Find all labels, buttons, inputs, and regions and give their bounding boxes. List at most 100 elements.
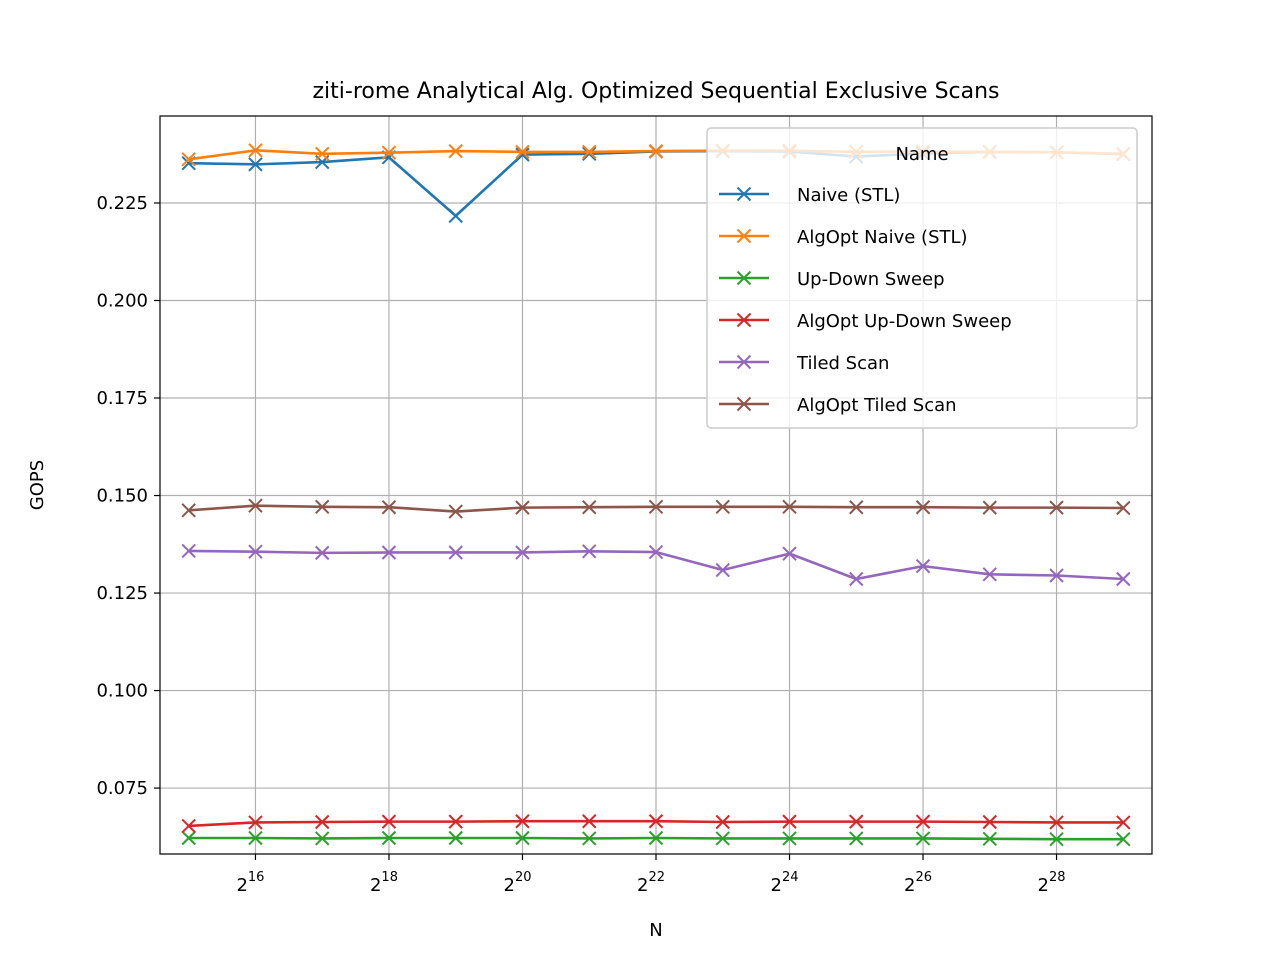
data-point xyxy=(381,830,397,846)
y-tick-label: 0.100 xyxy=(96,681,148,702)
data-point xyxy=(782,546,797,561)
data-point xyxy=(982,567,997,582)
data-point xyxy=(448,545,463,560)
data-point xyxy=(181,152,196,167)
legend-label: Tiled Scan xyxy=(796,353,889,374)
data-point xyxy=(515,830,530,846)
data-point xyxy=(448,504,463,519)
data-point xyxy=(381,814,397,829)
data-point xyxy=(448,814,463,829)
series-tiled-scan xyxy=(181,543,1131,587)
data-point xyxy=(1049,831,1064,847)
data-point xyxy=(248,143,263,158)
chart-title: ziti-rome Analytical Alg. Optimized Sequ… xyxy=(312,79,999,104)
data-point xyxy=(915,831,931,846)
data-point xyxy=(515,500,530,515)
legend-item: AlgOpt Up-Down Sweep xyxy=(719,311,1012,332)
legend-marker xyxy=(736,270,752,286)
data-point xyxy=(515,814,530,829)
data-point xyxy=(315,831,330,846)
legend-title: Name xyxy=(895,144,948,165)
legend-marker xyxy=(736,186,752,202)
data-point xyxy=(849,814,864,829)
data-point xyxy=(248,157,263,172)
legend-label: AlgOpt Tiled Scan xyxy=(797,395,957,416)
legend-label: Naive (STL) xyxy=(797,185,900,206)
data-point xyxy=(715,831,730,846)
x-tick-label: 220 xyxy=(503,870,531,896)
data-point xyxy=(448,143,463,159)
data-point xyxy=(315,545,330,561)
data-point xyxy=(982,814,997,830)
data-point xyxy=(248,830,263,846)
data-point xyxy=(715,499,730,515)
data-point xyxy=(782,831,797,846)
data-point xyxy=(515,147,530,162)
y-tick-label: 0.175 xyxy=(96,388,148,409)
data-point xyxy=(849,571,864,587)
data-point xyxy=(448,830,463,846)
legend-marker xyxy=(736,228,752,244)
data-point xyxy=(381,545,397,560)
data-point xyxy=(715,562,730,578)
data-point xyxy=(181,818,196,834)
data-point xyxy=(515,545,530,560)
data-point xyxy=(582,500,597,515)
data-point xyxy=(381,145,397,160)
series-algopt-tiled-scan xyxy=(181,498,1131,519)
x-tick-label: 224 xyxy=(771,870,799,896)
data-point xyxy=(648,143,664,159)
data-point xyxy=(915,558,931,574)
data-point xyxy=(1049,568,1064,583)
data-point xyxy=(515,144,530,160)
legend: Name Naive (STL) AlgOpt Naive (STL) Up-Down… xyxy=(706,127,1138,429)
data-point xyxy=(982,500,997,515)
data-point xyxy=(648,499,664,515)
y-tick-label: 0.075 xyxy=(96,778,148,799)
data-point xyxy=(248,544,263,559)
data-point xyxy=(181,543,196,559)
data-point xyxy=(315,499,330,515)
x-axis-label: N xyxy=(649,920,662,941)
x-tick-label: 222 xyxy=(637,870,665,896)
legend-label: AlgOpt Naive (STL) xyxy=(797,227,968,248)
data-point xyxy=(582,814,597,829)
legend-item: AlgOpt Tiled Scan xyxy=(719,395,957,416)
ticks: 216 218 220 222 224 226 228 0.075 0.100 0.125 0.15… xyxy=(96,193,1065,896)
data-point xyxy=(181,830,196,846)
y-axis-label: GOPS xyxy=(27,460,48,510)
legend-item: Up-Down Sweep xyxy=(719,269,945,290)
y-tick-label: 0.225 xyxy=(96,193,148,214)
data-point xyxy=(582,144,597,160)
data-point xyxy=(1049,815,1064,830)
legend-label: AlgOpt Up-Down Sweep xyxy=(797,311,1012,332)
data-point xyxy=(248,815,263,830)
data-point xyxy=(849,500,864,515)
series-up-down-sweep xyxy=(181,830,1131,847)
data-point xyxy=(381,500,397,515)
y-tick-label: 0.150 xyxy=(96,486,148,507)
data-point xyxy=(582,831,597,846)
legend-item: Tiled Scan xyxy=(719,353,889,374)
legend-marker xyxy=(736,354,752,370)
data-point xyxy=(582,146,597,162)
x-tick-label: 228 xyxy=(1038,870,1066,896)
data-point xyxy=(782,814,797,829)
y-tick-label: 0.200 xyxy=(96,291,148,312)
series-algopt-up-down-sweep xyxy=(181,814,1131,834)
data-point xyxy=(315,146,330,162)
legend-item: AlgOpt Naive (STL) xyxy=(719,227,968,248)
data-point xyxy=(915,814,931,829)
x-tick-label: 216 xyxy=(236,870,264,896)
legend-item: Naive (STL) xyxy=(719,185,900,206)
data-point xyxy=(982,831,997,846)
data-point xyxy=(915,500,931,515)
data-point xyxy=(782,499,797,515)
legend-box xyxy=(706,127,1138,429)
x-tick-label: 226 xyxy=(904,870,932,896)
y-tick-label: 0.125 xyxy=(96,583,148,604)
data-point xyxy=(1116,815,1131,830)
data-point xyxy=(1116,831,1131,847)
data-point xyxy=(1116,500,1131,516)
